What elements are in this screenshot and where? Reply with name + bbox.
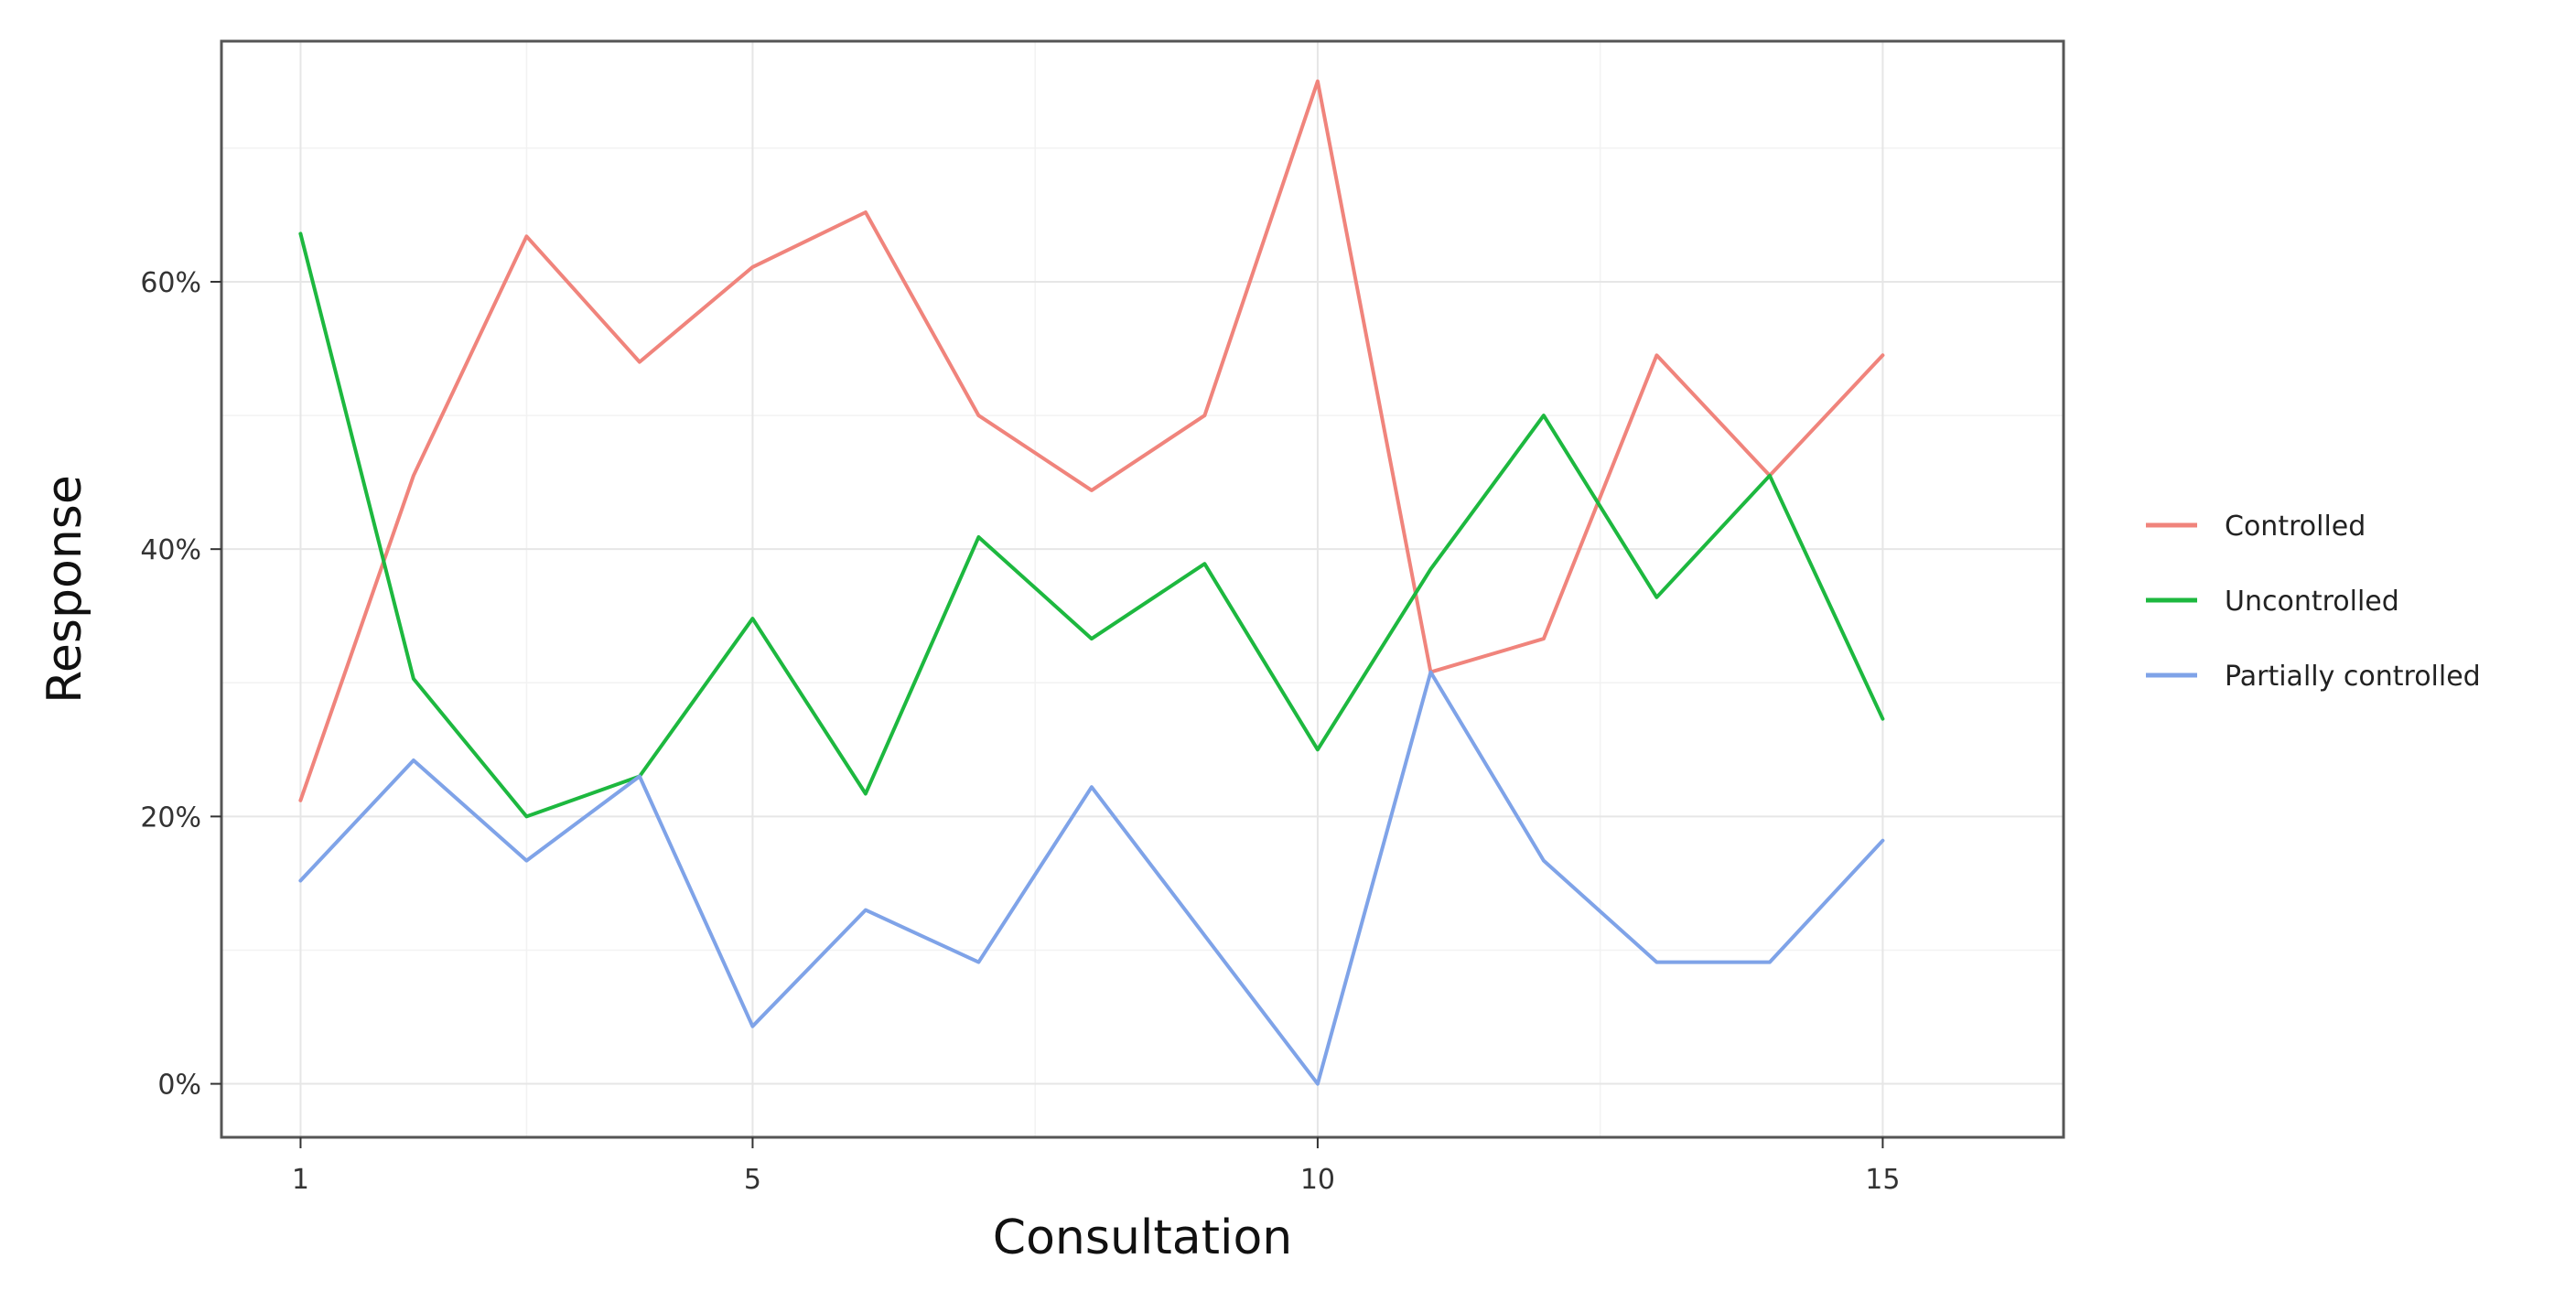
x-axis-ticks: 1 5 10 15 — [292, 1137, 1900, 1196]
plot-panel-border — [220, 39, 2065, 1139]
grid-layer — [221, 41, 2064, 1137]
series-line-uncontrolled — [298, 231, 1885, 819]
y-tick-label: 20% — [140, 801, 201, 834]
legend-label: Controlled — [2225, 511, 2366, 543]
legend-label: Uncontrolled — [2225, 586, 2399, 618]
legend: Controlled Uncontrolled Partially controll… — [2146, 511, 2481, 693]
series-line-controlled — [298, 79, 1885, 802]
x-tick-label: 10 — [1300, 1164, 1335, 1196]
series-layer — [298, 79, 1885, 1086]
series-line-partially-controlled — [298, 670, 1885, 1086]
y-axis-ticks: 0% 20% 40% 60% — [140, 267, 221, 1102]
x-tick-label: 15 — [1865, 1164, 1900, 1196]
x-tick-label: 5 — [744, 1164, 761, 1196]
y-tick-label: 0% — [157, 1070, 201, 1102]
y-tick-label: 60% — [140, 267, 201, 299]
x-axis-title: Consultation — [993, 1210, 1292, 1265]
y-tick-label: 40% — [140, 534, 201, 566]
y-axis-title: Response — [38, 475, 92, 704]
legend-label: Partially controlled — [2225, 661, 2481, 693]
x-tick-label: 1 — [292, 1164, 309, 1196]
